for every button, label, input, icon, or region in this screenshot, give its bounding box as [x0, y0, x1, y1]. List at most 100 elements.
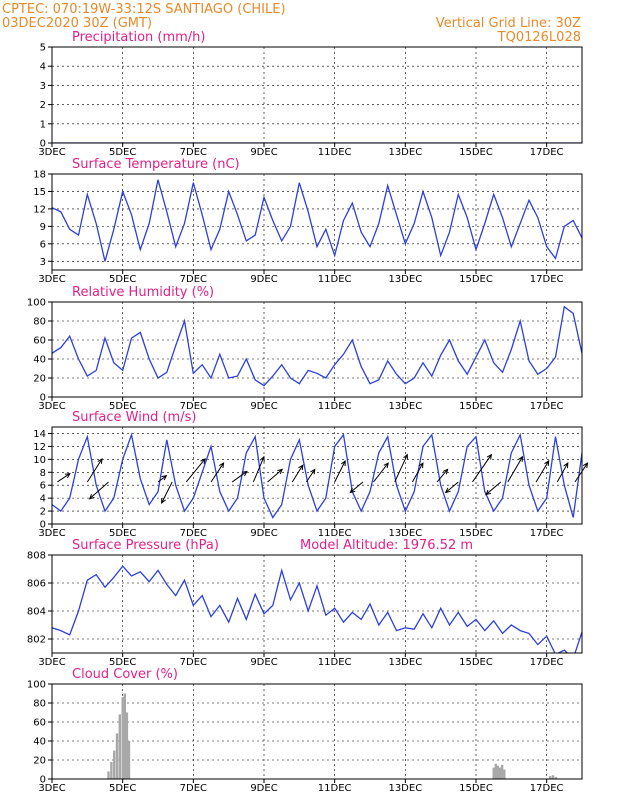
pres-xtick-label: 9DEC — [250, 657, 277, 668]
rh-series-line — [52, 305, 582, 387]
pres-panel: 802 804 806 808 3DEC 5DEC 7DEC 9DEC 11DEC 13DEC 15… — [27, 538, 583, 668]
wind-title: Surface Wind (m/s) — [72, 410, 196, 425]
cloud-bar — [551, 775, 555, 779]
pres-ytick-label: 804 — [27, 607, 46, 618]
wind-arrow — [252, 456, 265, 483]
wind-ytick-label: 12 — [33, 442, 46, 453]
pres-title: Surface Pressure (hPa) — [72, 538, 219, 553]
precip-xtick-label: 13DEC — [388, 147, 422, 158]
wind-ytick-label: 2 — [40, 507, 46, 518]
temp-xtick-label: 3DEC — [38, 274, 65, 285]
wind-arrow-head — [403, 453, 408, 460]
temp-title: Surface Temperature (nC) — [72, 157, 240, 172]
pres-xtick-label: 3DEC — [38, 657, 65, 668]
temp-ytick-label: 3 — [40, 257, 46, 268]
precip-ytick-label: 4 — [40, 62, 46, 73]
cloud-xtick-label: 15DEC — [459, 783, 493, 794]
header-grid-note: Vertical Grid Line: 30Z — [436, 16, 581, 31]
cloud-frame — [51, 683, 583, 780]
wind-ytick-label: 6 — [40, 481, 46, 492]
cloud-bar — [123, 693, 126, 779]
wind-xtick-label: 13DEC — [388, 528, 422, 539]
temp-xtick-label: 17DEC — [530, 274, 564, 285]
wind-arrow-head — [518, 455, 524, 462]
precip-ytick-label: 5 — [40, 43, 46, 54]
precip-xtick-label: 15DEC — [459, 147, 493, 158]
wind-arrow-head — [442, 468, 449, 475]
temp-ytick-label: 9 — [40, 222, 46, 233]
wind-xtick-label: 9DEC — [250, 528, 277, 539]
pres-xtick-label: 11DEC — [318, 657, 352, 668]
wind-arrow-head — [418, 462, 424, 469]
cloud-bar — [549, 776, 552, 779]
cloud-bar — [554, 777, 558, 779]
rh-xtick-label: 11DEC — [318, 401, 352, 412]
cloud-xtick-label: 13DEC — [388, 783, 422, 794]
wind-arrow — [231, 471, 248, 483]
rh-xtick-label: 7DEC — [180, 401, 207, 412]
rh-xtick-label: 17DEC — [530, 401, 564, 412]
pres-xtick-label: 5DEC — [109, 657, 136, 668]
cloud-bar — [110, 761, 113, 779]
cloud-bar — [503, 769, 506, 779]
wind-ytick-label: 4 — [40, 494, 46, 505]
precip-xtick-label: 5DEC — [109, 147, 136, 158]
temp-ytick-label: 18 — [33, 170, 46, 181]
temp-ytick-label: 6 — [40, 239, 46, 250]
cloud-bar — [492, 767, 495, 779]
header-date: 03DEC2020 30Z (GMT) — [2, 16, 152, 31]
cloud-bar — [127, 741, 131, 779]
pres-ytick-label: 802 — [27, 635, 46, 646]
cloud-bar — [115, 733, 119, 779]
pres-xtick-label: 17DEC — [530, 657, 564, 668]
wind-arrow — [556, 462, 569, 483]
wind-arrow — [267, 468, 283, 483]
cloud-xtick-label: 3DEC — [38, 783, 65, 794]
cloud-bar — [498, 767, 502, 779]
temp-series-line — [52, 179, 582, 262]
cloud-panel: 0 20 40 60 80 100 3DEC 5DEC 7DEC 9DEC 11DEC 13DEC 15… — [27, 667, 583, 794]
rh-ytick-label: 60 — [33, 336, 46, 347]
precip-panel: 0 1 2 3 4 5 3DEC 5DEC 7DEC 9DEC 11DEC 13DEC 15DEC 17D… — [38, 30, 583, 158]
wind-arrow-head — [383, 462, 389, 469]
wind-arrow — [157, 475, 167, 483]
rh-xtick-label: 3DEC — [38, 401, 65, 412]
cloud-ytick-label: 100 — [27, 680, 46, 691]
rh-xtick-label: 9DEC — [250, 401, 277, 412]
wind-arrow-head — [485, 489, 492, 496]
wind-arrow-head — [340, 459, 346, 467]
wind-arrow — [89, 481, 109, 500]
temp-ytick-label: 12 — [33, 204, 46, 215]
pres-xtick-label: 15DEC — [459, 657, 493, 668]
wind-arrow-head — [310, 468, 316, 475]
cloud-xtick-label: 5DEC — [109, 783, 136, 794]
wind-arrow-head — [161, 475, 168, 481]
cloud-bar — [118, 714, 121, 779]
wind-xtick-label: 11DEC — [318, 528, 352, 539]
wind-arrow — [305, 469, 316, 483]
wind-xtick-label: 17DEC — [530, 528, 564, 539]
temp-xtick-label: 13DEC — [388, 274, 422, 285]
wind-arrow — [574, 462, 588, 483]
wind-arrow — [485, 481, 502, 495]
pres-xtick-label: 7DEC — [180, 657, 207, 668]
wind-ytick-label: 0 — [40, 520, 46, 531]
rh-ytick-label: 80 — [33, 317, 46, 328]
wind-arrow — [373, 462, 389, 483]
cloud-xtick-label: 7DEC — [180, 783, 207, 794]
temp-frame — [51, 173, 583, 271]
wind-xtick-label: 5DEC — [109, 528, 136, 539]
pres-ytick-label: 806 — [27, 579, 46, 590]
cloud-bar — [500, 764, 504, 780]
wind-arrow — [334, 460, 346, 483]
temp-xtick-label: 15DEC — [459, 274, 493, 285]
wind-arrow — [185, 458, 206, 483]
temp-panel: 3 6 9 12 15 18 3DEC 5DEC 7DEC 9DEC 11DEC 13DEC 15DEC… — [33, 157, 583, 285]
temp-ytick-label: 15 — [33, 187, 46, 198]
rh-xtick-label: 15DEC — [459, 401, 493, 412]
wind-arrow-head — [544, 460, 550, 466]
rh-frame — [51, 301, 583, 398]
wind-arrow-head — [219, 462, 225, 469]
precip-xtick-label: 7DEC — [180, 147, 207, 158]
cloud-bar — [121, 697, 124, 779]
